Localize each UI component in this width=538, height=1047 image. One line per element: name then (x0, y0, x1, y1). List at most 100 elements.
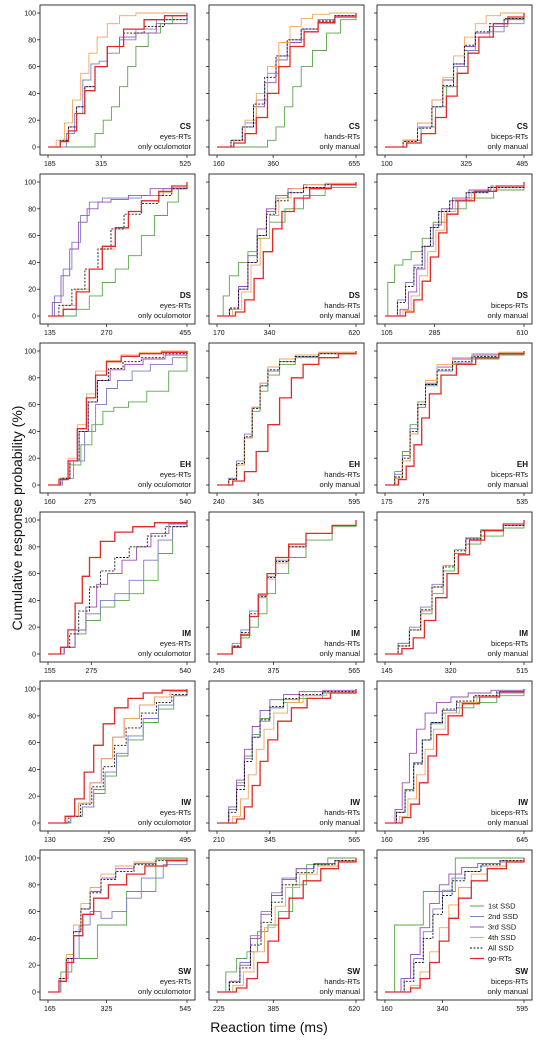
series-line-all-ssd (48, 351, 188, 486)
y-tick-label: 60 (28, 740, 36, 747)
x-tick-label: 515 (516, 668, 528, 675)
panel-im-hands-frame (208, 511, 365, 663)
series-line-all-ssd (217, 13, 357, 148)
panel-subject-label: DS (349, 291, 361, 300)
series-line-all-ssd (48, 520, 188, 655)
panel-subject-label: IW (350, 798, 360, 807)
x-tick-label: 620 (348, 1006, 360, 1013)
x-tick-label: 345 (252, 499, 264, 506)
y-tick-label: 80 (28, 544, 36, 551)
x-tick-label: 175 (381, 499, 393, 506)
y-tick-label: 100 (24, 687, 36, 694)
series-line-all-ssd (48, 858, 188, 993)
x-tick-label: 135 (44, 330, 56, 337)
series-line-go-rts (48, 689, 188, 824)
series-line-all-ssd (385, 351, 525, 486)
y-tick-label: 80 (28, 206, 36, 213)
x-tick-label: 655 (348, 161, 360, 168)
panel-subject-label: IW (181, 798, 191, 807)
x-tick-label: 485 (516, 161, 528, 168)
series-line-all-ssd (48, 689, 188, 824)
x-tick-label: 155 (44, 668, 56, 675)
panel-type-label: eyes-RTs (160, 808, 191, 817)
x-tick-label: 545 (179, 1006, 191, 1013)
x-tick-label: 455 (179, 330, 191, 337)
panel-mode-label: only oculomotor (138, 311, 191, 320)
series-line-all-ssd (217, 858, 357, 993)
panel-mode-label: only manual (320, 987, 361, 996)
x-tick-label: 540 (179, 668, 191, 675)
series-line-all-ssd (385, 182, 525, 317)
x-tick-label: 495 (179, 837, 191, 844)
panel-mode-label: only oculomotor (138, 142, 191, 151)
x-tick-label: 325 (101, 1006, 113, 1013)
panel-mode-label: only manual (320, 480, 361, 489)
panel-ds-hands-frame (208, 173, 365, 325)
x-tick-label: 595 (348, 499, 360, 506)
x-tick-label: 170 (213, 330, 225, 337)
x-tick-label: 105 (381, 330, 393, 337)
x-tick-label: 245 (213, 668, 225, 675)
series-line-go-rts (385, 520, 525, 655)
series-line-go-rts (48, 520, 188, 655)
x-tick-label: 375 (268, 668, 280, 675)
series-line-3rd-ssd (48, 182, 188, 317)
x-tick-label: 535 (516, 499, 528, 506)
y-tick-label: 40 (28, 598, 36, 605)
y-tick-label: 20 (28, 456, 36, 463)
panel-subject-label: IM (182, 629, 191, 638)
series-line-4th-ssd (217, 858, 357, 993)
panel-subject-label: CS (180, 122, 192, 131)
series-line-2nd-ssd (48, 351, 188, 486)
series-line-all-ssd (385, 689, 525, 824)
y-tick-label: 40 (28, 429, 36, 436)
x-tick-label: 165 (44, 1006, 56, 1013)
series-line-4th-ssd (217, 182, 357, 317)
x-tick-label: 525 (179, 161, 191, 168)
y-tick-label: 40 (28, 767, 36, 774)
panel-type-label: biceps-RTs (491, 977, 528, 986)
legend-item-label: 2nd SSD (488, 912, 519, 921)
series-line-go-rts (385, 182, 525, 317)
y-tick-label: 0 (32, 314, 36, 321)
x-tick-label: 620 (348, 330, 360, 337)
panel-subject-label: EH (349, 460, 360, 469)
x-tick-label: 360 (267, 161, 279, 168)
y-tick-label: 20 (28, 118, 36, 125)
x-tick-label: 100 (381, 161, 393, 168)
x-tick-label: 270 (101, 330, 113, 337)
y-tick-label: 0 (32, 145, 36, 152)
panel-type-label: biceps-RTs (491, 301, 528, 310)
y-tick-label: 60 (28, 909, 36, 916)
panel-im-eyes-frame (39, 511, 196, 663)
x-tick-label: 540 (179, 499, 191, 506)
panel-mode-label: only oculomotor (138, 987, 191, 996)
x-tick-label: 385 (267, 1006, 279, 1013)
panel-type-label: biceps-RTs (491, 808, 528, 817)
legend-item-label: 1st SSD (488, 902, 516, 911)
series-line-1st-ssd (385, 182, 525, 317)
panel-type-label: biceps-RTs (491, 639, 528, 648)
x-tick-label: 225 (213, 1006, 225, 1013)
y-tick-label: 100 (24, 349, 36, 356)
series-line-3rd-ssd (385, 689, 525, 824)
y-tick-label: 60 (28, 571, 36, 578)
series-line-go-rts (48, 182, 188, 317)
panel-cs-biceps-frame (376, 4, 533, 156)
series-line-2nd-ssd (48, 858, 188, 993)
panel-iw-hands-frame (208, 680, 365, 832)
series-line-2nd-ssd (48, 689, 188, 824)
x-tick-label: 160 (381, 837, 393, 844)
y-tick-label: 100 (24, 856, 36, 863)
panel-type-label: eyes-RTs (160, 470, 191, 479)
panel-subject-label: IW (518, 798, 528, 807)
